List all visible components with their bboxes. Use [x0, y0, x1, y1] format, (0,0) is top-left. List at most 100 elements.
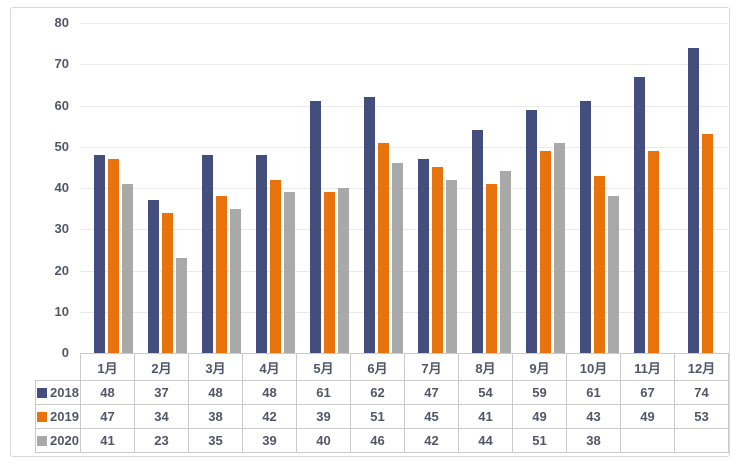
table-corner-cell [36, 354, 81, 381]
gridline [80, 270, 728, 272]
value-2018-5月: 61 [296, 380, 351, 405]
gridline [80, 311, 728, 313]
value-2020-4月: 39 [242, 428, 297, 453]
bar-2020-1月 [122, 184, 133, 353]
y-axis-tick-label: 20 [54, 262, 69, 278]
bar-group-7月 [404, 23, 458, 353]
bar-2018-11月 [634, 77, 645, 353]
value-2018-3月: 48 [188, 380, 243, 405]
bar-2018-12月 [688, 48, 699, 353]
month-header-3月: 3月 [188, 353, 243, 381]
y-axis-tick-label: 40 [54, 180, 69, 195]
bar-2020-3月 [230, 209, 241, 353]
value-2018-9月: 59 [512, 380, 567, 405]
value-2020-11月 [620, 428, 675, 453]
table-row-2020: 2020 41 23 35 39 40 46 42 44 51 38 [35, 428, 729, 453]
bar-2020-7月 [446, 180, 457, 353]
value-2018-1月: 48 [80, 380, 135, 405]
legend-swatch-2019 [37, 412, 48, 422]
gridline [80, 105, 728, 107]
value-2020-5月: 40 [296, 428, 351, 453]
bar-group-1月 [80, 23, 134, 353]
y-axis-tick-label: 10 [54, 303, 69, 319]
bar-2018-4月 [256, 155, 267, 353]
month-header-1月: 1月 [80, 353, 135, 381]
value-2018-8月: 54 [458, 380, 513, 405]
bar-2018-2月 [148, 200, 159, 353]
bar-2018-9月 [526, 110, 537, 353]
bar-2018-3月 [202, 155, 213, 353]
bar-group-5月 [296, 23, 350, 353]
bar-group-11月 [620, 23, 674, 353]
bar-2020-9月 [554, 143, 565, 353]
month-header-12月: 12月 [674, 353, 729, 381]
bar-2019-4月 [270, 180, 281, 353]
value-2019-8月: 41 [458, 404, 513, 429]
value-2019-1月: 47 [80, 404, 135, 429]
month-header-9月: 9月 [512, 353, 567, 381]
bar-2019-6月 [378, 143, 389, 353]
value-2020-2月: 23 [134, 428, 189, 453]
gridline [80, 146, 728, 148]
bar-group-9月 [512, 23, 566, 353]
gridline [80, 23, 728, 24]
bar-group-12月 [674, 23, 728, 353]
legend-key-2019: 2019 [35, 404, 81, 429]
bar-2020-10月 [608, 196, 619, 353]
value-2019-7月: 45 [404, 404, 459, 429]
value-2018-12月: 74 [674, 380, 729, 405]
value-2019-2月: 34 [134, 404, 189, 429]
value-2018-7月: 47 [404, 380, 459, 405]
bar-2018-7月 [418, 159, 429, 353]
value-2020-6月: 46 [350, 428, 405, 453]
value-2018-6月: 62 [350, 380, 405, 405]
legend-label-2020: 2020 [50, 433, 79, 448]
bar-2018-8月 [472, 130, 483, 353]
chart-frame: 0 10 20 30 40 50 60 70 80 1月 2月 3月 4月 5月 6月 7月 8月 9月 10月 1… [10, 7, 730, 457]
bar-2020-4月 [284, 192, 295, 353]
value-2020-3月: 35 [188, 428, 243, 453]
y-axis-tick-label: 0 [61, 345, 69, 360]
bar-2019-1月 [108, 159, 119, 353]
month-header-10月: 10月 [566, 353, 621, 381]
bar-group-3月 [188, 23, 242, 353]
month-header-5月: 5月 [296, 353, 351, 381]
table-row-2019: 2019 47 34 38 42 39 51 45 41 49 43 49 53 [35, 404, 729, 429]
bar-2020-2月 [176, 258, 187, 353]
bar-2018-5月 [310, 101, 321, 353]
table-header-row: 1月 2月 3月 4月 5月 6月 7月 8月 9月 10月 11月 12月 [36, 353, 729, 381]
bar-2019-12月 [702, 134, 713, 353]
bar-group-6月 [350, 23, 404, 353]
value-2019-6月: 51 [350, 404, 405, 429]
bar-2019-10月 [594, 176, 605, 353]
gridline [80, 229, 728, 231]
bar-2019-9月 [540, 151, 551, 353]
value-2019-9月: 49 [512, 404, 567, 429]
y-axis-tick-label: 50 [54, 138, 69, 154]
value-2018-4月: 48 [242, 380, 297, 405]
value-2019-4月: 42 [242, 404, 297, 429]
month-header-8月: 8月 [458, 353, 513, 381]
value-2018-11月: 67 [620, 380, 675, 405]
legend-key-2020: 2020 [35, 428, 81, 453]
bar-2020-5月 [338, 188, 349, 353]
value-2020-8月: 44 [458, 428, 513, 453]
bar-group-10月 [566, 23, 620, 353]
data-table: 1月 2月 3月 4月 5月 6月 7月 8月 9月 10月 11月 12月 2018 48 37 48 48 6… [35, 353, 729, 453]
bar-2020-8月 [500, 171, 511, 353]
value-2019-3月: 38 [188, 404, 243, 429]
y-axis-tick-label: 80 [54, 15, 69, 30]
value-2018-2月: 37 [134, 380, 189, 405]
plot-area [80, 23, 728, 353]
month-header-4月: 4月 [242, 353, 297, 381]
legend-label-2018: 2018 [50, 385, 79, 400]
value-2019-12月: 53 [674, 404, 729, 429]
bar-group-4月 [242, 23, 296, 353]
value-2020-9月: 51 [512, 428, 567, 453]
bar-2019-11月 [648, 151, 659, 353]
bar-2019-5月 [324, 192, 335, 353]
bar-2018-6月 [364, 97, 375, 353]
y-axis-tick-label: 60 [54, 97, 69, 113]
value-2018-10月: 61 [566, 380, 621, 405]
gridline [80, 188, 728, 189]
